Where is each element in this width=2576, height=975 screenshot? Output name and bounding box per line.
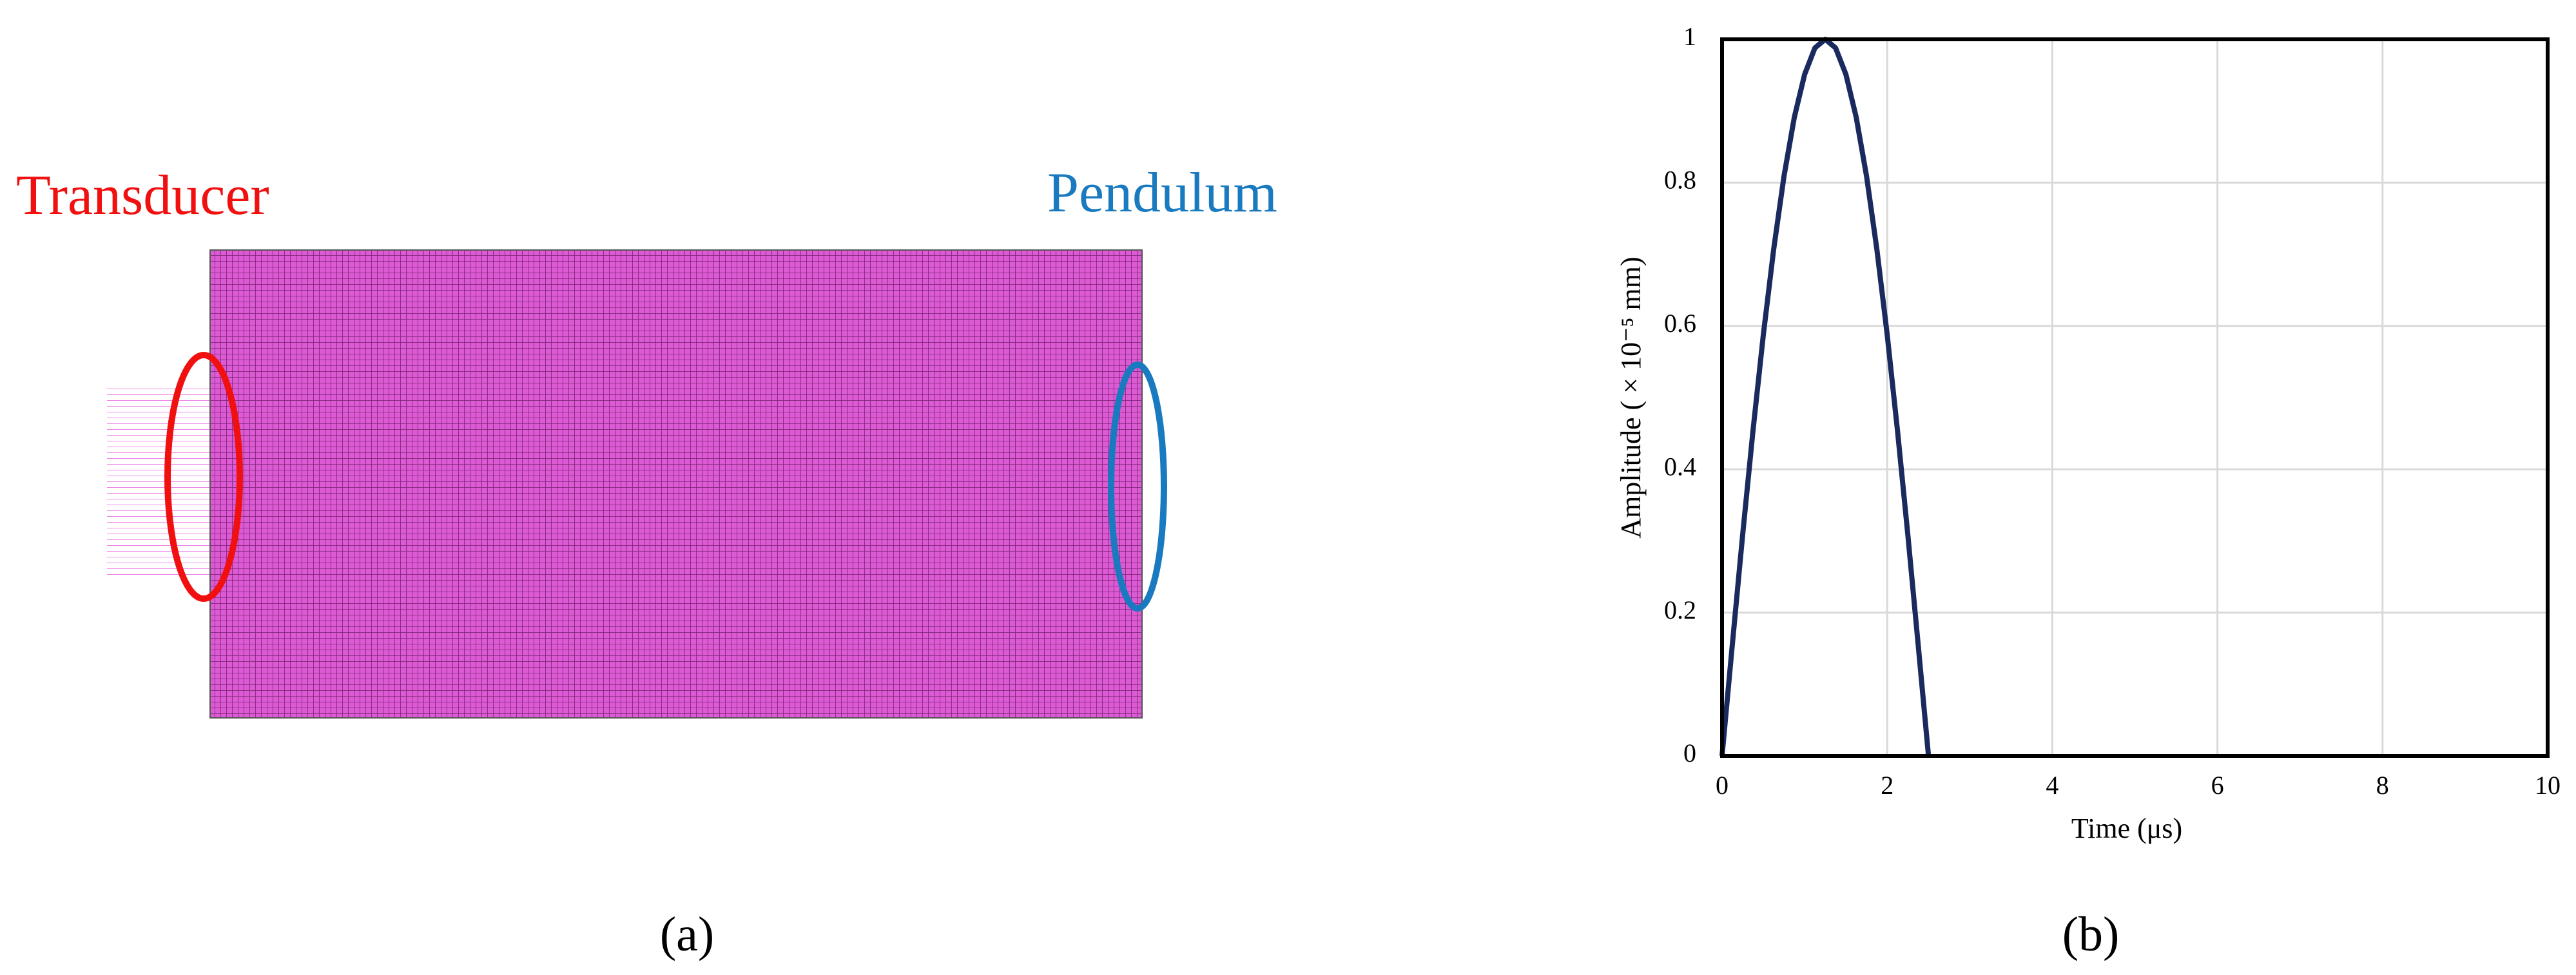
y-tick-label: 0 [1683,738,1696,767]
transducer-label: Transducer [16,164,269,227]
x-tick-label: 6 [2211,771,2224,800]
y-axis-label: Amplitude ( × 10⁻⁵ mm) [1615,256,1647,538]
y-tick-label: 0.4 [1664,452,1696,481]
y-tick-label: 0.6 [1664,309,1696,338]
x-tick-label: 4 [2046,771,2058,800]
specimen-mesh [209,249,1143,719]
x-tick-label: 10 [2535,771,2561,800]
x-tick-label: 0 [1716,771,1729,800]
pendulum-label: Pendulum [1047,162,1277,224]
plot-frame [1720,37,2550,758]
y-tick-label: 1 [1683,22,1696,51]
y-tick-label: 0.2 [1664,595,1696,624]
transducer-mesh [107,388,210,579]
x-axis-label: Time (μs) [2071,813,2182,844]
pendulum-marker [1108,362,1167,612]
x-tick-label: 2 [1881,771,1893,800]
transducer-marker [164,352,243,602]
caption: (b) [2062,907,2120,961]
panel-a: Transducer Pendulum (a) [16,162,1277,961]
data-line [1719,37,1932,757]
y-tick-label: 0.8 [1664,166,1696,195]
x-tick-label: 8 [2376,771,2389,800]
caption: (a) [660,907,714,961]
chart: (b) Time (μs) Amplitude ( × 10⁻⁵ mm) 0 0.… [1615,22,2561,961]
